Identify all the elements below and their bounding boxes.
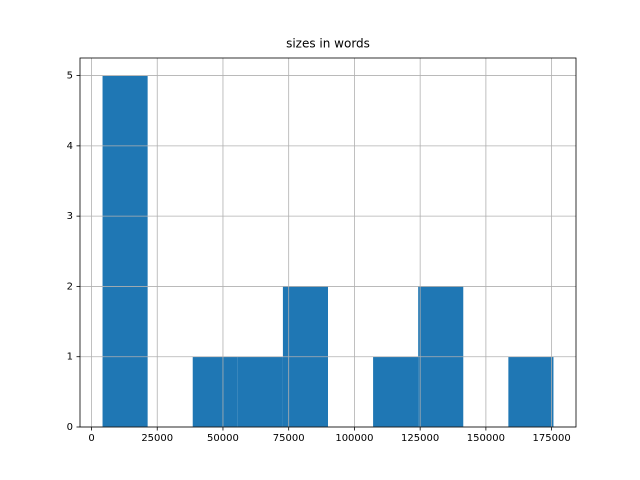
x-tick-label: 125000 — [401, 433, 439, 444]
y-tick-label: 3 — [67, 211, 73, 222]
x-tick-label: 0 — [88, 433, 94, 444]
y-tick-label: 0 — [67, 422, 73, 433]
y-tick-label: 4 — [67, 141, 73, 152]
y-tick-label: 2 — [67, 281, 73, 292]
x-tick-label: 100000 — [335, 433, 373, 444]
x-tick-label: 75000 — [273, 433, 305, 444]
bar — [192, 356, 238, 427]
bar — [373, 356, 419, 427]
bar — [102, 75, 148, 428]
bar — [237, 356, 283, 427]
chart-title: sizes in words — [286, 37, 370, 51]
x-tick-label: 175000 — [533, 433, 571, 444]
x-tick-label: 50000 — [207, 433, 239, 444]
axes-frame — [79, 57, 577, 428]
y-tick-label: 5 — [67, 71, 73, 82]
x-tick-label: 150000 — [467, 433, 505, 444]
bar — [508, 356, 554, 427]
x-tick-label: 25000 — [141, 433, 173, 444]
y-tick-label: 1 — [67, 352, 73, 363]
